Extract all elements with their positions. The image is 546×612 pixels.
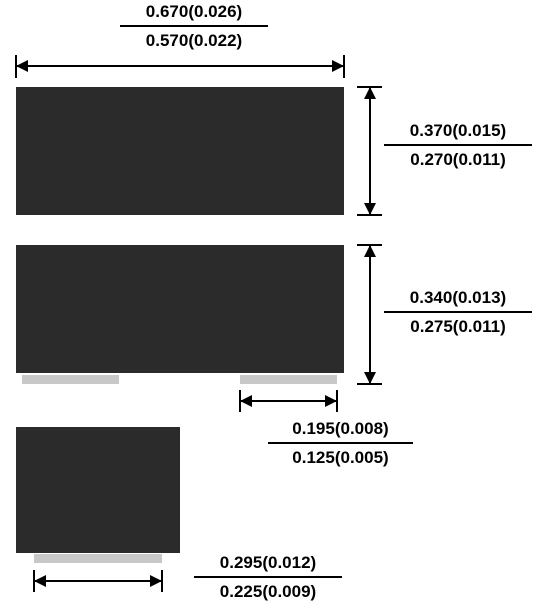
terminal-end-min: 0.225(0.009) xyxy=(219,582,317,601)
end-view-body xyxy=(16,427,180,553)
top-view-body xyxy=(16,87,344,215)
terminal-end-fraction-bar xyxy=(194,576,342,578)
height-min: 0.275(0.011) xyxy=(410,317,506,336)
height-label: 0.340(0.013) 0.275(0.011) xyxy=(384,288,532,337)
length-label: 0.670(0.026) 0.570(0.022) xyxy=(120,2,268,51)
side-view-terminal-left xyxy=(22,375,119,384)
terminal-end-label: 0.295(0.012) 0.225(0.009) xyxy=(194,553,342,602)
terminal-side-max: 0.195(0.008) xyxy=(292,419,389,438)
end-view-terminal xyxy=(34,554,162,563)
width-max: 0.370(0.015) xyxy=(409,121,507,140)
width-fraction-bar xyxy=(384,144,532,146)
width-min: 0.270(0.011) xyxy=(410,150,506,169)
terminal-side-min: 0.125(0.005) xyxy=(292,448,389,467)
length-fraction-bar xyxy=(120,25,268,27)
side-view-terminal-right xyxy=(240,375,337,384)
terminal-side-fraction-bar xyxy=(268,442,413,444)
terminal-end-max: 0.295(0.012) xyxy=(219,553,317,572)
height-max: 0.340(0.013) xyxy=(409,288,507,307)
terminal-side-label: 0.195(0.008) 0.125(0.005) xyxy=(268,419,413,468)
length-max: 0.670(0.026) xyxy=(145,2,243,21)
height-fraction-bar xyxy=(384,311,532,313)
length-min: 0.570(0.022) xyxy=(145,31,243,50)
width-label: 0.370(0.015) 0.270(0.011) xyxy=(384,121,532,170)
side-view-body xyxy=(16,245,344,373)
